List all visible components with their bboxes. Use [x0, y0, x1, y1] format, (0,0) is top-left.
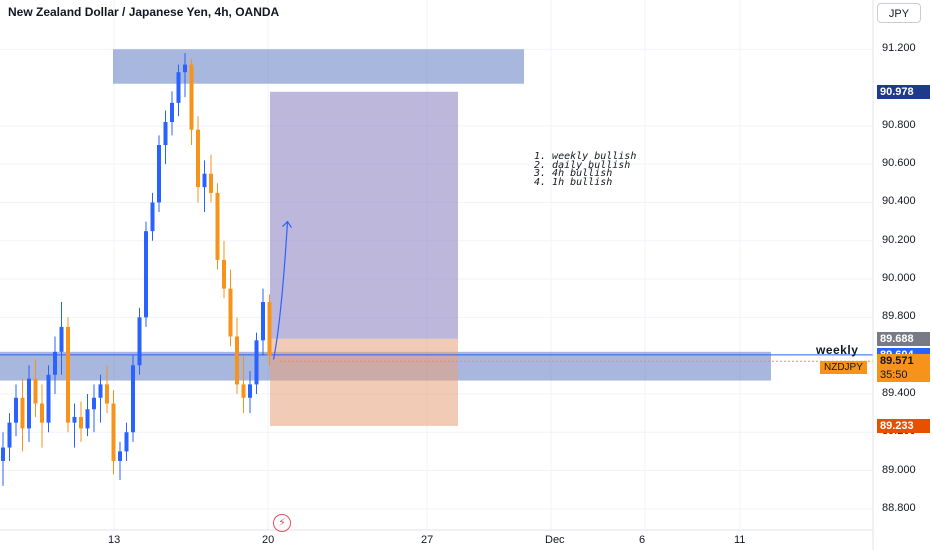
resistance-zone[interactable] [113, 49, 524, 84]
time-tick: Dec [545, 534, 565, 546]
candle-body[interactable] [163, 122, 168, 145]
candle-body[interactable] [248, 384, 252, 398]
candle-body[interactable] [79, 416, 83, 429]
candle-body[interactable] [196, 129, 200, 188]
stop-price-label: 89.233 [877, 418, 930, 433]
candle-body[interactable] [170, 102, 174, 123]
price-tick: 88.800 [882, 501, 916, 514]
candle-body[interactable] [267, 302, 272, 356]
candle-body[interactable] [1, 447, 5, 461]
price-tick: 89.800 [882, 310, 916, 323]
lightning-icon[interactable]: ⚡ [273, 514, 291, 532]
candle-body[interactable] [261, 302, 265, 341]
candle-body[interactable] [254, 340, 259, 385]
candle-body[interactable] [59, 326, 64, 352]
candle-body[interactable] [27, 378, 31, 429]
price-tick: 90.400 [882, 195, 916, 208]
candle-body[interactable] [72, 416, 77, 423]
candle-body[interactable] [202, 173, 207, 188]
bar-countdown-label: 35:50 [877, 368, 930, 383]
time-tick: 6 [639, 534, 646, 546]
projection-arrow[interactable] [272, 220, 292, 360]
candle-body[interactable] [215, 192, 220, 260]
time-tick: 20 [262, 534, 275, 546]
price-tick: 89.000 [882, 463, 916, 476]
weekly-zone-label: weekly [816, 343, 859, 357]
candle-body[interactable] [150, 202, 155, 232]
candle-body[interactable] [118, 451, 122, 461]
candle-body[interactable] [40, 403, 44, 423]
price-tick: 90.200 [882, 233, 916, 246]
entry-price-label: 89.688 [877, 331, 930, 346]
candle-body[interactable] [209, 173, 213, 193]
candle-body[interactable] [144, 231, 148, 318]
candle-body[interactable] [105, 384, 109, 404]
candle-body[interactable] [124, 432, 129, 452]
price-tick: 89.400 [882, 386, 916, 399]
candle-body[interactable] [20, 397, 25, 429]
time-tick: 11 [734, 534, 746, 546]
candle-body[interactable] [33, 378, 38, 404]
time-tick: 27 [421, 534, 434, 546]
chart-title: New Zealand Dollar / Japanese Yen, 4h, O… [8, 5, 280, 19]
candle-body[interactable] [157, 145, 161, 203]
candle-body[interactable] [131, 365, 135, 433]
candle-body[interactable] [137, 317, 142, 366]
annotation-line: 4. 1h bullish [534, 176, 613, 188]
target-price-label: 90.978 [877, 84, 930, 99]
long-position-profit-area[interactable] [270, 91, 458, 339]
price-tick: 90.800 [882, 118, 916, 131]
candle-body[interactable] [53, 351, 57, 375]
candle-body[interactable] [66, 326, 70, 423]
candle-body[interactable] [98, 384, 103, 398]
candle-body[interactable] [183, 64, 187, 73]
candle-body[interactable] [14, 397, 18, 423]
long-position-loss-area[interactable] [270, 338, 458, 426]
candle-series [1, 53, 272, 486]
annotation-line: 2. daily bullish [534, 159, 631, 171]
candle-body[interactable] [235, 336, 239, 385]
candle-body[interactable] [46, 374, 51, 423]
candle-body[interactable] [222, 259, 226, 289]
candle-body[interactable] [176, 72, 181, 103]
candle-body[interactable] [92, 397, 96, 410]
price-tick: 90.600 [882, 157, 916, 170]
symbol-label: NZDJPY [820, 361, 867, 374]
candle-body[interactable] [85, 409, 90, 429]
candle-body[interactable] [241, 384, 246, 398]
candle-body[interactable] [189, 64, 194, 130]
price-tick: 90.000 [882, 272, 916, 285]
last-price-label: 89.571 [877, 354, 930, 369]
price-tick: 91.200 [882, 42, 916, 55]
annotation-line: 1. weekly bullish [534, 151, 637, 162]
candle-body[interactable] [228, 288, 233, 337]
annotation-line: 3. 4h bullish [534, 168, 613, 179]
currency-button[interactable]: JPY [877, 3, 921, 23]
candle-body[interactable] [111, 403, 116, 461]
candle-body[interactable] [7, 422, 12, 448]
time-tick: 13 [108, 534, 121, 546]
